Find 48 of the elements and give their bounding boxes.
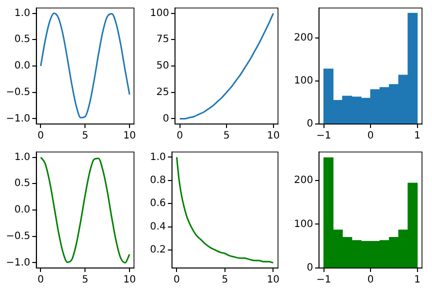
y-tick-label: 100 bbox=[294, 76, 314, 87]
x-tick-label: 1 bbox=[414, 130, 421, 142]
x-tick-label: 1 bbox=[414, 274, 421, 286]
y-tick-label: 1.0 bbox=[150, 152, 166, 163]
y-tick-label: 100 bbox=[294, 218, 314, 230]
x-tick-label: 0 bbox=[38, 274, 44, 286]
x-tick-label: −1 bbox=[316, 274, 332, 286]
y-tick-label: 75 bbox=[156, 34, 170, 46]
y-tick-label: 0.6 bbox=[150, 198, 166, 210]
x-tick-label: 5 bbox=[82, 274, 88, 286]
y-tick-label: 0.0 bbox=[14, 204, 30, 216]
y-tick-label: −0.5 bbox=[6, 86, 30, 98]
x-tick-label: 10 bbox=[123, 274, 136, 286]
x-tick-label: 0 bbox=[367, 274, 374, 286]
x-tick-label: 0 bbox=[174, 274, 180, 286]
y-tick-label: 100 bbox=[150, 8, 170, 19]
y-tick-label: 0 bbox=[306, 262, 314, 274]
y-tick-label: −1.0 bbox=[6, 257, 30, 268]
x-tick-label: 5 bbox=[82, 130, 88, 142]
y-tick-label: 1.0 bbox=[14, 152, 30, 163]
y-tick-label: 0.5 bbox=[14, 178, 30, 190]
x-tick-label: 10 bbox=[123, 130, 136, 142]
x-tick-label: 0 bbox=[38, 130, 44, 142]
y-tick-label: 0.4 bbox=[150, 221, 166, 232]
x-tick-label: 0 bbox=[176, 130, 183, 142]
x-tick-label: 10 bbox=[266, 130, 280, 142]
line-series bbox=[179, 12, 274, 120]
x-tick-label: 5 bbox=[222, 274, 228, 286]
line-series bbox=[40, 12, 130, 118]
y-tick-label: 0 bbox=[162, 113, 170, 124]
y-tick-label: 25 bbox=[156, 86, 170, 98]
y-tick-label: −1.0 bbox=[6, 113, 30, 124]
x-tick-label: −1 bbox=[316, 130, 332, 142]
line-series bbox=[176, 156, 274, 264]
x-tick-label: 5 bbox=[223, 130, 230, 142]
y-tick-label: 0.2 bbox=[150, 244, 166, 256]
line-series bbox=[40, 156, 130, 264]
y-tick-label: 0.0 bbox=[14, 60, 30, 72]
y-tick-label: −0.5 bbox=[6, 230, 30, 242]
y-tick-label: 50 bbox=[156, 60, 170, 72]
y-tick-label: 0.5 bbox=[14, 34, 30, 46]
y-tick-label: 0.8 bbox=[150, 175, 166, 186]
y-tick-label: 0 bbox=[306, 118, 314, 130]
y-tick-label: 200 bbox=[294, 175, 314, 186]
y-tick-label: 1.0 bbox=[14, 8, 30, 19]
x-tick-label: 10 bbox=[266, 274, 280, 286]
y-tick-label: 200 bbox=[294, 32, 314, 44]
x-tick-label: 0 bbox=[367, 130, 374, 142]
